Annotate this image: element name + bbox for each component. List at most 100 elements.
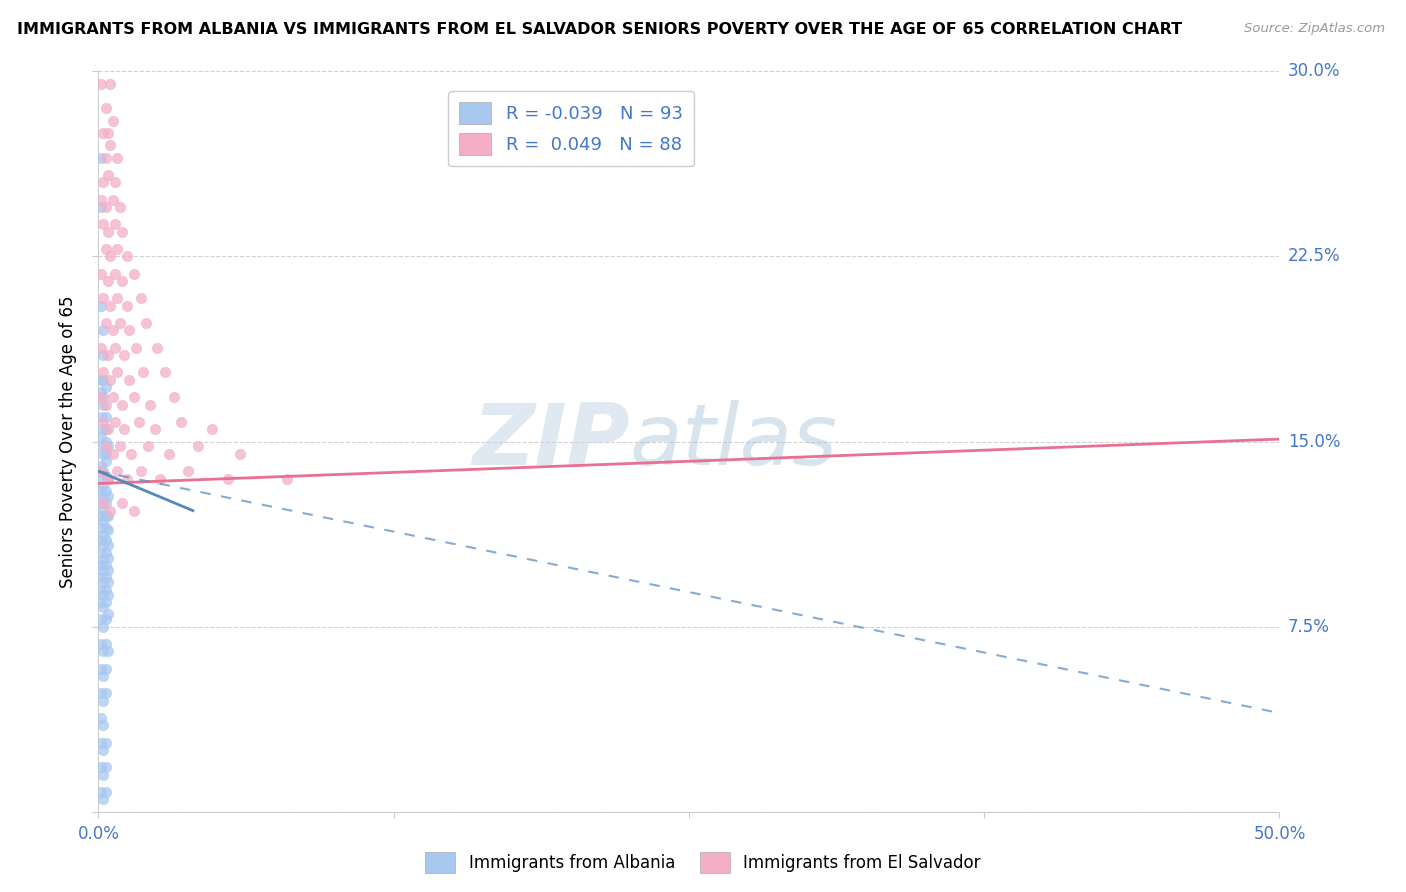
Point <box>98 299 121 313</box>
Point <box>91 496 114 510</box>
Point <box>105 292 128 306</box>
Point <box>135 316 157 330</box>
Point <box>143 422 166 436</box>
Point <box>91 528 114 542</box>
Point <box>90 508 112 523</box>
Point <box>91 292 114 306</box>
Point <box>90 570 112 584</box>
Point <box>91 503 114 517</box>
Point <box>90 582 112 597</box>
Point <box>97 563 120 577</box>
Point <box>91 373 114 387</box>
Point <box>201 422 224 436</box>
Point <box>129 464 152 478</box>
Point <box>97 471 120 485</box>
Point <box>90 612 112 626</box>
Point <box>91 718 114 732</box>
Point <box>108 440 131 454</box>
Point <box>111 225 134 239</box>
Point <box>90 760 112 774</box>
Point <box>91 218 114 232</box>
Point <box>94 595 117 609</box>
Point <box>101 390 124 404</box>
Point <box>90 390 112 404</box>
Point <box>94 200 117 214</box>
Point <box>91 398 114 412</box>
Point <box>217 471 239 485</box>
Text: ZIP: ZIP <box>472 400 630 483</box>
Point <box>94 496 117 510</box>
Point <box>90 409 112 424</box>
Point <box>94 558 117 572</box>
Point <box>94 242 117 256</box>
Text: IMMIGRANTS FROM ALBANIA VS IMMIGRANTS FROM EL SALVADOR SENIORS POVERTY OVER THE : IMMIGRANTS FROM ALBANIA VS IMMIGRANTS FR… <box>17 22 1182 37</box>
Point <box>97 524 120 538</box>
Text: 15.0%: 15.0% <box>1288 433 1340 450</box>
Point <box>91 126 114 140</box>
Point <box>94 637 117 651</box>
Point <box>90 637 112 651</box>
Point <box>91 553 114 567</box>
Point <box>115 249 138 264</box>
Point <box>97 538 120 552</box>
Point <box>91 422 114 436</box>
Point <box>132 366 155 380</box>
Point <box>187 440 209 454</box>
Point <box>111 496 134 510</box>
Point <box>105 151 128 165</box>
Point <box>122 390 145 404</box>
Point <box>97 489 120 503</box>
Point <box>91 619 114 633</box>
Point <box>94 508 117 523</box>
Point <box>101 113 124 128</box>
Text: 30.0%: 30.0% <box>1288 62 1340 80</box>
Point <box>97 575 120 590</box>
Point <box>122 503 145 517</box>
Point <box>90 785 112 799</box>
Point <box>112 422 135 436</box>
Point <box>90 299 112 313</box>
Point <box>104 341 127 355</box>
Point <box>91 792 114 806</box>
Point <box>90 595 112 609</box>
Point <box>97 588 120 602</box>
Point <box>94 533 117 548</box>
Point <box>90 546 112 560</box>
Point <box>108 200 131 214</box>
Point <box>91 563 114 577</box>
Point <box>94 316 117 330</box>
Point <box>90 686 112 700</box>
Point <box>90 464 112 478</box>
Point <box>91 440 114 454</box>
Point <box>97 422 120 436</box>
Point <box>90 151 112 165</box>
Point <box>97 348 120 362</box>
Point <box>94 151 117 165</box>
Point <box>91 767 114 781</box>
Point <box>94 469 117 483</box>
Point <box>128 415 150 429</box>
Point <box>90 736 112 750</box>
Point <box>98 77 121 91</box>
Point <box>101 324 124 338</box>
Point <box>111 398 134 412</box>
Legend: R = -0.039   N = 93, R =  0.049   N = 88: R = -0.039 N = 93, R = 0.049 N = 88 <box>449 92 693 166</box>
Text: 0.0%: 0.0% <box>77 825 120 844</box>
Point <box>136 440 159 454</box>
Point <box>90 662 112 676</box>
Point <box>94 570 117 584</box>
Point <box>94 440 117 454</box>
Text: atlas: atlas <box>630 400 838 483</box>
Point <box>111 274 134 288</box>
Point <box>91 669 114 683</box>
Point <box>98 249 121 264</box>
Point <box>94 380 117 394</box>
Point <box>94 582 117 597</box>
Point <box>90 711 112 725</box>
Text: 7.5%: 7.5% <box>1288 617 1330 636</box>
Point <box>90 341 112 355</box>
Point <box>97 225 120 239</box>
Point <box>149 471 172 485</box>
Point <box>276 471 298 485</box>
Point <box>90 193 112 207</box>
